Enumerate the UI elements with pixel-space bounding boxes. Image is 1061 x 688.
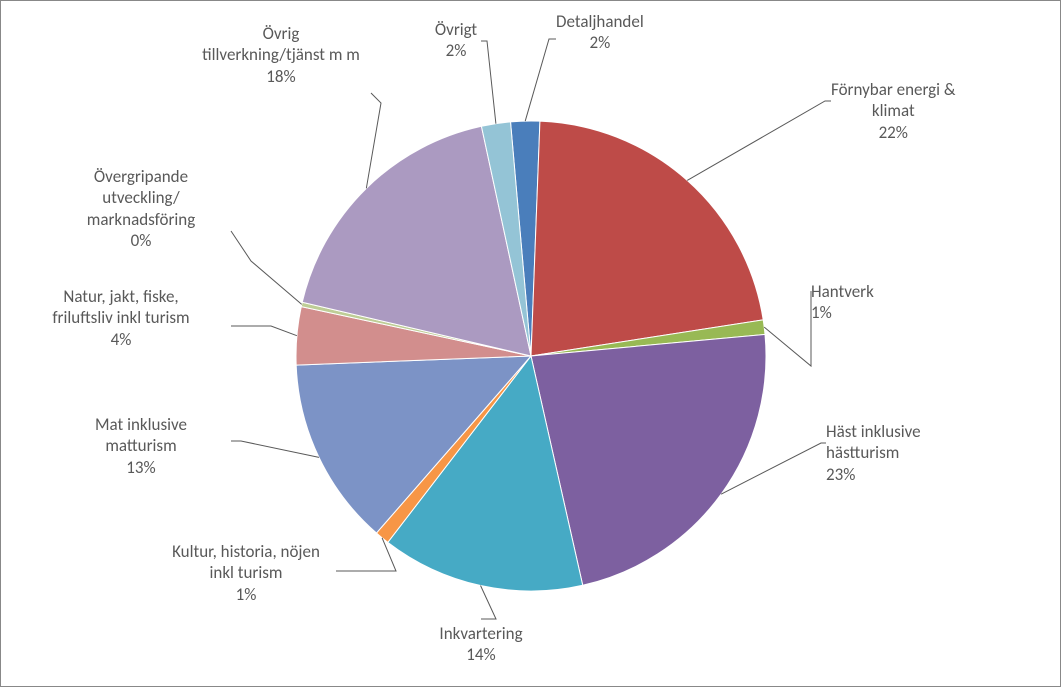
leader-line — [231, 326, 297, 336]
slice-label: Övrig tillverkning/tjänst m m 18% — [202, 23, 360, 87]
slice-label: Inkvartering 14% — [439, 623, 522, 666]
leader-line — [481, 41, 496, 124]
slice-label: Övrigt 2% — [435, 19, 477, 62]
leader-line — [525, 39, 556, 121]
slice-label: Natur, jakt, fiske, friluftsliv inkl tur… — [52, 286, 189, 350]
pie-chart-frame: Detaljhandel 2% Förnybar energi & klimat … — [0, 0, 1061, 687]
slice-label: Hantverk 1% — [811, 281, 874, 324]
leader-line — [481, 586, 496, 619]
slice-label: Kultur, historia, nöjen inkl turism 1% — [172, 541, 320, 605]
slice-label: Mat inklusive matturism 13% — [95, 414, 187, 478]
leader-line — [336, 538, 396, 571]
slice-label: Detaljhandel 2% — [556, 11, 644, 54]
slice-label: Förnybar energi & klimat 22% — [831, 79, 956, 143]
slice-label: Övergripande utveckling/ marknadsföring … — [87, 166, 195, 251]
leader-line — [687, 101, 831, 180]
leader-line — [366, 93, 381, 188]
leader-line — [764, 291, 811, 366]
leader-line — [231, 441, 319, 457]
leader-line — [231, 231, 302, 304]
slice-label: Häst inklusive hästturism 23% — [826, 421, 921, 485]
